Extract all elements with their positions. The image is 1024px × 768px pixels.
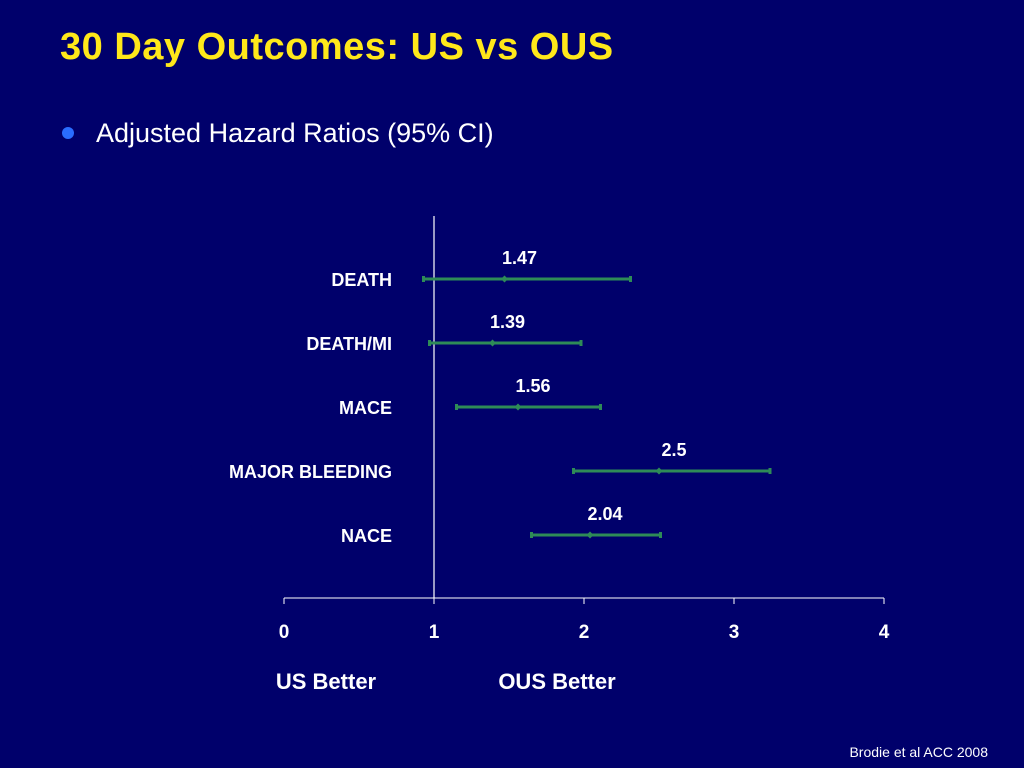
bullet-item: Adjusted Hazard Ratios (95% CI) (62, 118, 494, 149)
bullet-text: Adjusted Hazard Ratios (95% CI) (96, 118, 494, 148)
point-estimate (488, 339, 497, 347)
point-estimate (586, 531, 594, 539)
point-estimate (514, 403, 522, 411)
x-tick-label: 4 (879, 622, 890, 643)
point-estimate (655, 467, 663, 475)
value-label: 1.39 (490, 312, 525, 332)
value-label: 2.04 (587, 504, 622, 524)
value-label: 1.47 (502, 248, 537, 268)
value-label: 2.5 (661, 440, 686, 460)
x-tick-label: 1 (429, 622, 440, 643)
category-label: MACE (339, 398, 392, 418)
x-tick-label: 3 (729, 622, 740, 643)
category-label: DEATH/MI (306, 334, 392, 354)
category-label: NACE (341, 526, 392, 546)
category-label: DEATH (331, 270, 392, 290)
us-better-label: US Better (276, 669, 377, 694)
slide-title: 30 Day Outcomes: US vs OUS (60, 26, 614, 68)
citation: Brodie et al ACC 2008 (849, 744, 988, 760)
x-tick-label: 2 (579, 622, 590, 643)
x-tick-label: 0 (279, 622, 290, 643)
ous-better-label: OUS Better (498, 669, 616, 694)
category-label: MAJOR BLEEDING (229, 462, 392, 482)
point-estimate (500, 275, 509, 283)
bullet-dot-icon (62, 126, 74, 139)
value-label: 1.56 (515, 376, 550, 396)
